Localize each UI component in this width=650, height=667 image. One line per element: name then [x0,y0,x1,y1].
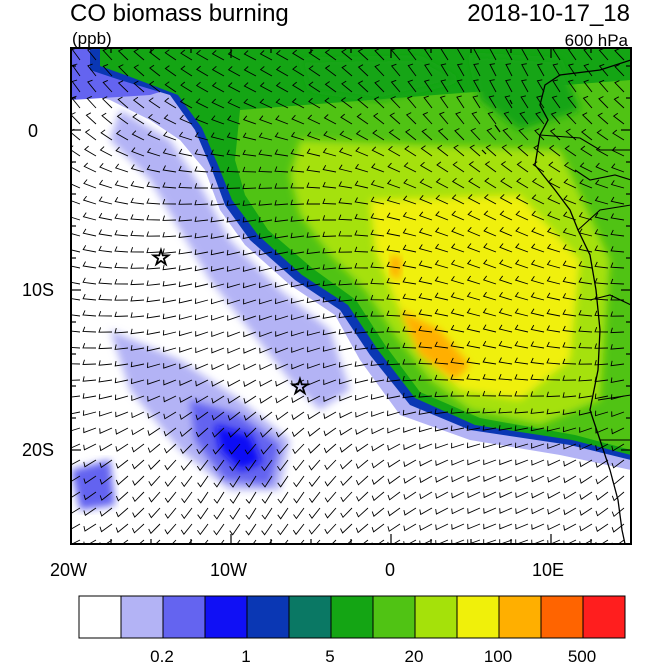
colorbar-label-5: 5 [325,647,335,666]
colorbar-label-100: 100 [483,647,513,666]
star-marker-2: ☆ [290,374,310,399]
star-marker-1: ☆ [151,245,171,270]
colorbar-label-0-2: 0.2 [150,647,174,666]
axis-ticks [70,48,632,544]
datetime-label: 2018-10-17_18 [467,0,630,27]
co-concentration-field [71,48,631,544]
x-tick-label-10w: 10W [210,560,248,580]
colorbar-label-500: 500 [567,647,597,666]
colorbar-swatch [498,595,542,639]
y-tick-label-0: 0 [28,121,39,141]
colorbar-swatch [204,595,248,639]
y-tick-label-10s: 10S [22,280,55,300]
y-tick-label-20s: 20S [22,440,55,460]
units-label: (ppb) [72,29,112,48]
colorbar-swatch [330,595,374,639]
colorbar-swatch [120,595,164,639]
colorbar-swatch [414,595,458,639]
pressure-level-label: 600 hPa [564,31,628,50]
x-tick-label-20w: 20W [50,560,88,580]
colorbar-swatch [78,595,122,639]
x-tick-label-10e: 10E [532,560,565,580]
colorbar-swatch [372,595,416,639]
colorbar-swatch [288,595,332,639]
colorbar-label-1: 1 [241,647,251,666]
country-borders [539,134,631,441]
x-tick-label-0: 0 [385,560,396,580]
colorbar-swatch [246,595,290,639]
colorbar [78,595,626,639]
colorbar-swatch [540,595,584,639]
colorbar-swatch [162,595,206,639]
map-title: CO biomass burning [70,0,289,27]
colorbar-swatch [582,595,626,639]
colorbar-label-20: 20 [404,647,424,666]
colorbar-swatch [456,595,500,639]
